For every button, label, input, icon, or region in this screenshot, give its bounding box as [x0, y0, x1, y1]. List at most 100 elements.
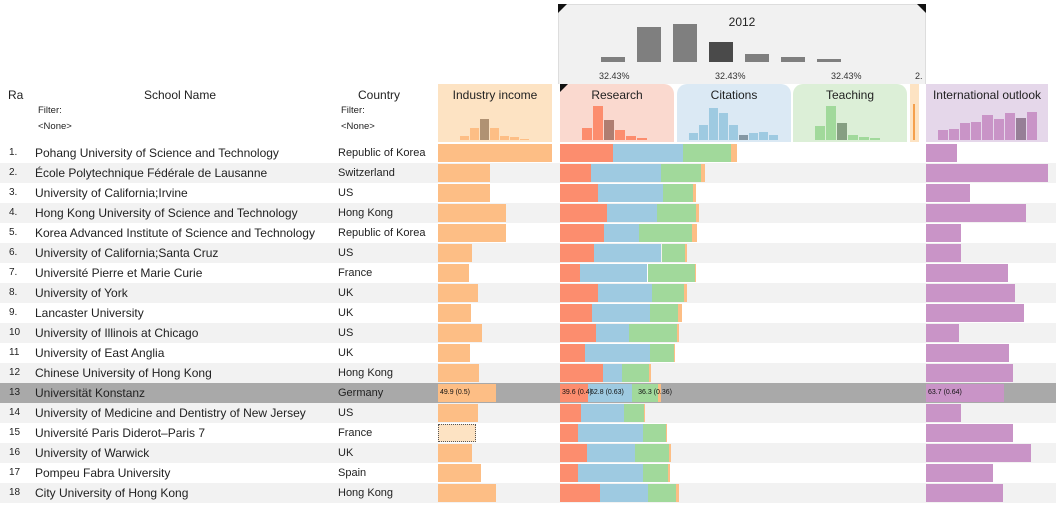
table-row[interactable]: 14 University of Medicine and Dentistry o… — [0, 403, 1056, 423]
teaching-segment — [623, 404, 644, 422]
header-rank[interactable]: Ra — [0, 84, 30, 142]
panel-left-corner-handle[interactable] — [558, 4, 567, 13]
table-row[interactable]: 17 Pompeu Fabra University Spain — [0, 463, 1056, 483]
country-filter-value[interactable]: <None> — [341, 121, 375, 132]
row-school-name: Pohang University of Science and Technol… — [35, 146, 279, 160]
hist-research-bin — [626, 135, 636, 140]
row-rank: 14 — [9, 407, 21, 418]
header-teaching[interactable]: Teaching — [793, 84, 907, 142]
extra-segment — [648, 364, 651, 382]
table-row[interactable]: 6. University of California;Santa Cruz US — [0, 243, 1056, 263]
industry-income-bar — [438, 164, 491, 182]
name-filter-value[interactable]: <None> — [38, 121, 72, 132]
row-rank: 17 — [9, 467, 21, 478]
selected-industry-value: 49.9 (0.5) — [440, 389, 470, 396]
table-row[interactable]: 12 Chinese University of Hong Kong Hong Ko… — [0, 363, 1056, 383]
row-country: Republic of Korea — [338, 147, 426, 159]
table-row[interactable]: 10 University of Illinois at Chicago US — [0, 323, 1056, 343]
teaching-histogram — [815, 106, 881, 140]
hist-research-bin — [615, 129, 625, 140]
row-school-name: Pompeu Fabra University — [35, 466, 171, 480]
research-segment — [560, 384, 588, 402]
header-research[interactable]: Research — [560, 84, 674, 142]
hist-teaching-bin — [837, 123, 847, 140]
row-school-name: University of Warwick — [35, 446, 150, 460]
hist-industry-bin — [510, 137, 519, 140]
international-outlook-bar — [926, 404, 962, 422]
research-weight-handle[interactable] — [560, 84, 568, 92]
table-row[interactable]: 8. University of York UK — [0, 283, 1056, 303]
extra-segment — [730, 144, 738, 162]
international-outlook-bar — [926, 484, 1003, 502]
row-rank: 5. — [9, 227, 18, 238]
weight-distribution-panel[interactable]: 2012 32.43% 32.43% 32.43% 2. — [558, 4, 926, 84]
country-filter-label: Filter: — [341, 105, 365, 116]
row-rank: 4. — [9, 207, 18, 218]
hist-international-bin — [938, 130, 949, 140]
citations-segment — [613, 144, 684, 162]
citations-segment — [581, 404, 624, 422]
hist-research-bin — [593, 106, 603, 140]
industry-income-bar — [438, 424, 476, 442]
header-international-outlook[interactable]: International outlook — [926, 84, 1048, 142]
row-country: US — [338, 327, 354, 339]
citations-segment — [577, 464, 644, 482]
extra-segment — [644, 404, 646, 422]
row-school-name: City University of Hong Kong — [35, 486, 189, 500]
extra-segment — [669, 444, 672, 462]
international-outlook-bar — [926, 424, 1013, 442]
research-segment — [560, 244, 594, 262]
table-row[interactable]: 7. Université Pierre et Marie Curie France — [0, 263, 1056, 283]
header-country[interactable]: Country Filter: <None> — [338, 84, 433, 142]
industry-income-bar — [438, 284, 478, 302]
header-research-title: Research — [591, 88, 643, 102]
citations-segment — [606, 204, 657, 222]
table-row[interactable]: 3. University of California;Irvine US — [0, 183, 1056, 203]
table-row[interactable]: 16 University of Warwick UK — [0, 443, 1056, 463]
research-segment — [560, 344, 585, 362]
header-citations[interactable]: Citations — [677, 84, 791, 142]
citations-segment — [592, 304, 650, 322]
row-country: Hong Kong — [338, 367, 394, 379]
weight-histogram-bin — [745, 54, 769, 62]
extra-segment — [676, 324, 679, 342]
table-row[interactable]: 5. Korea Advanced Institute of Science an… — [0, 223, 1056, 243]
row-country: Hong Kong — [338, 207, 394, 219]
citations-histogram — [689, 106, 779, 140]
table-row[interactable]: 9. Lancaster University UK — [0, 303, 1056, 323]
table-row[interactable]: 11 University of East Anglia UK — [0, 343, 1056, 363]
research-segment — [560, 444, 588, 462]
selected-research-value: 39.6 (0.4) — [562, 389, 592, 396]
row-rank: 1. — [9, 147, 18, 158]
international-outlook-bar — [926, 184, 970, 202]
international-outlook-bar — [926, 244, 962, 262]
research-segment — [560, 144, 614, 162]
row-rank: 8. — [9, 287, 18, 298]
hist-international-bin — [949, 128, 960, 140]
row-rank: 15 — [9, 427, 21, 438]
weight-percent-other: 2. — [915, 71, 923, 81]
hist-citations-bin — [689, 133, 698, 140]
header-industry-income[interactable]: Industry income — [438, 84, 552, 142]
row-country: US — [338, 187, 354, 199]
table-row[interactable]: 2. École Polytechnique Fédérale de Lausan… — [0, 163, 1056, 183]
weight-histogram-bin — [637, 26, 661, 62]
table-row[interactable]: 15 Université Paris Diderot–Paris 7 France — [0, 423, 1056, 443]
table-row[interactable]: 1. Pohang University of Science and Techn… — [0, 143, 1056, 163]
row-school-name: Universität Konstanz — [35, 386, 146, 400]
international-outlook-bar — [926, 264, 1008, 282]
extra-segment — [695, 264, 697, 282]
hist-research-bin — [604, 119, 614, 140]
header-school-name-title: School Name — [143, 88, 217, 102]
panel-right-corner-handle[interactable] — [917, 4, 926, 13]
table-row[interactable]: 13 Universität Konstanz Germany 49.9 (0.5) 3… — [0, 383, 1056, 403]
header-international-outlook-title: International outlook — [932, 88, 1042, 102]
table-row[interactable]: 4. Hong Kong University of Science and Te… — [0, 203, 1056, 223]
header-school-name[interactable]: School Name Filter: <None> — [35, 84, 325, 142]
row-country: UK — [338, 347, 354, 359]
table-row[interactable]: 18 City University of Hong Kong Hong Kong — [0, 483, 1056, 503]
teaching-segment — [656, 204, 696, 222]
hist-industry-bin — [470, 128, 479, 140]
citations-segment — [588, 384, 633, 402]
header-hidden-column[interactable] — [910, 84, 919, 142]
